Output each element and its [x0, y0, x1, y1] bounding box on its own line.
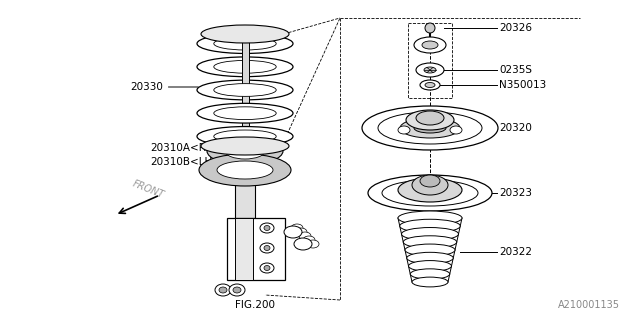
Ellipse shape [214, 107, 276, 120]
Text: FIG.200: FIG.200 [235, 300, 275, 310]
Ellipse shape [362, 106, 498, 150]
Ellipse shape [291, 224, 303, 232]
Text: A210001135: A210001135 [558, 300, 620, 310]
Text: 20310B<LH>: 20310B<LH> [150, 157, 245, 167]
Ellipse shape [225, 143, 265, 159]
Ellipse shape [425, 83, 435, 87]
Ellipse shape [260, 243, 274, 253]
Ellipse shape [284, 226, 302, 238]
Ellipse shape [217, 161, 273, 179]
Bar [238, 143, 252, 175]
Text: FRONT: FRONT [131, 178, 165, 200]
Ellipse shape [201, 137, 289, 155]
Ellipse shape [295, 228, 307, 236]
Text: 0235S: 0235S [499, 65, 532, 75]
Ellipse shape [201, 25, 289, 43]
Ellipse shape [260, 223, 274, 233]
Bar [227, 218, 285, 280]
Ellipse shape [420, 175, 440, 187]
Ellipse shape [400, 118, 460, 138]
Ellipse shape [303, 236, 315, 244]
Ellipse shape [214, 60, 276, 73]
Ellipse shape [294, 238, 312, 250]
Text: 20326: 20326 [499, 23, 532, 33]
Ellipse shape [229, 284, 245, 296]
Ellipse shape [406, 110, 454, 130]
Text: 20320: 20320 [499, 123, 532, 133]
Ellipse shape [197, 34, 293, 53]
Ellipse shape [264, 266, 270, 270]
Ellipse shape [378, 112, 482, 144]
Ellipse shape [398, 211, 462, 225]
Ellipse shape [214, 130, 276, 143]
Ellipse shape [420, 80, 440, 90]
Ellipse shape [412, 175, 448, 195]
Text: 20330: 20330 [130, 82, 198, 92]
Ellipse shape [214, 37, 276, 50]
Ellipse shape [407, 252, 453, 264]
Ellipse shape [405, 244, 455, 256]
Ellipse shape [450, 126, 462, 134]
Ellipse shape [215, 284, 231, 296]
Text: 20322: 20322 [499, 247, 532, 257]
Ellipse shape [416, 111, 444, 125]
Ellipse shape [368, 175, 492, 211]
Bar [408, 23, 452, 98]
Ellipse shape [414, 37, 446, 53]
Text: 20323: 20323 [499, 188, 532, 198]
Ellipse shape [424, 67, 436, 73]
Bar [241, 32, 248, 188]
Ellipse shape [403, 236, 457, 248]
Ellipse shape [197, 103, 293, 123]
Ellipse shape [398, 126, 410, 134]
Ellipse shape [408, 260, 451, 271]
Ellipse shape [219, 287, 227, 293]
Ellipse shape [214, 84, 276, 96]
Ellipse shape [398, 178, 462, 202]
Ellipse shape [207, 137, 283, 165]
Ellipse shape [422, 41, 438, 49]
Bar [235, 218, 253, 280]
Ellipse shape [382, 180, 478, 206]
Ellipse shape [264, 226, 270, 230]
Ellipse shape [410, 269, 450, 279]
Ellipse shape [233, 287, 241, 293]
Ellipse shape [416, 63, 444, 77]
Text: 20310A<RH>: 20310A<RH> [150, 143, 245, 153]
Ellipse shape [260, 263, 274, 273]
Ellipse shape [307, 240, 319, 248]
Text: N350013: N350013 [499, 80, 547, 90]
Ellipse shape [264, 245, 270, 251]
Bar [235, 175, 255, 218]
Ellipse shape [425, 23, 435, 33]
Ellipse shape [299, 232, 311, 240]
Ellipse shape [414, 123, 446, 133]
Ellipse shape [197, 126, 293, 146]
Ellipse shape [197, 80, 293, 100]
Ellipse shape [197, 57, 293, 77]
Ellipse shape [199, 154, 291, 186]
Ellipse shape [400, 219, 460, 233]
Ellipse shape [412, 277, 448, 287]
Ellipse shape [401, 228, 458, 240]
